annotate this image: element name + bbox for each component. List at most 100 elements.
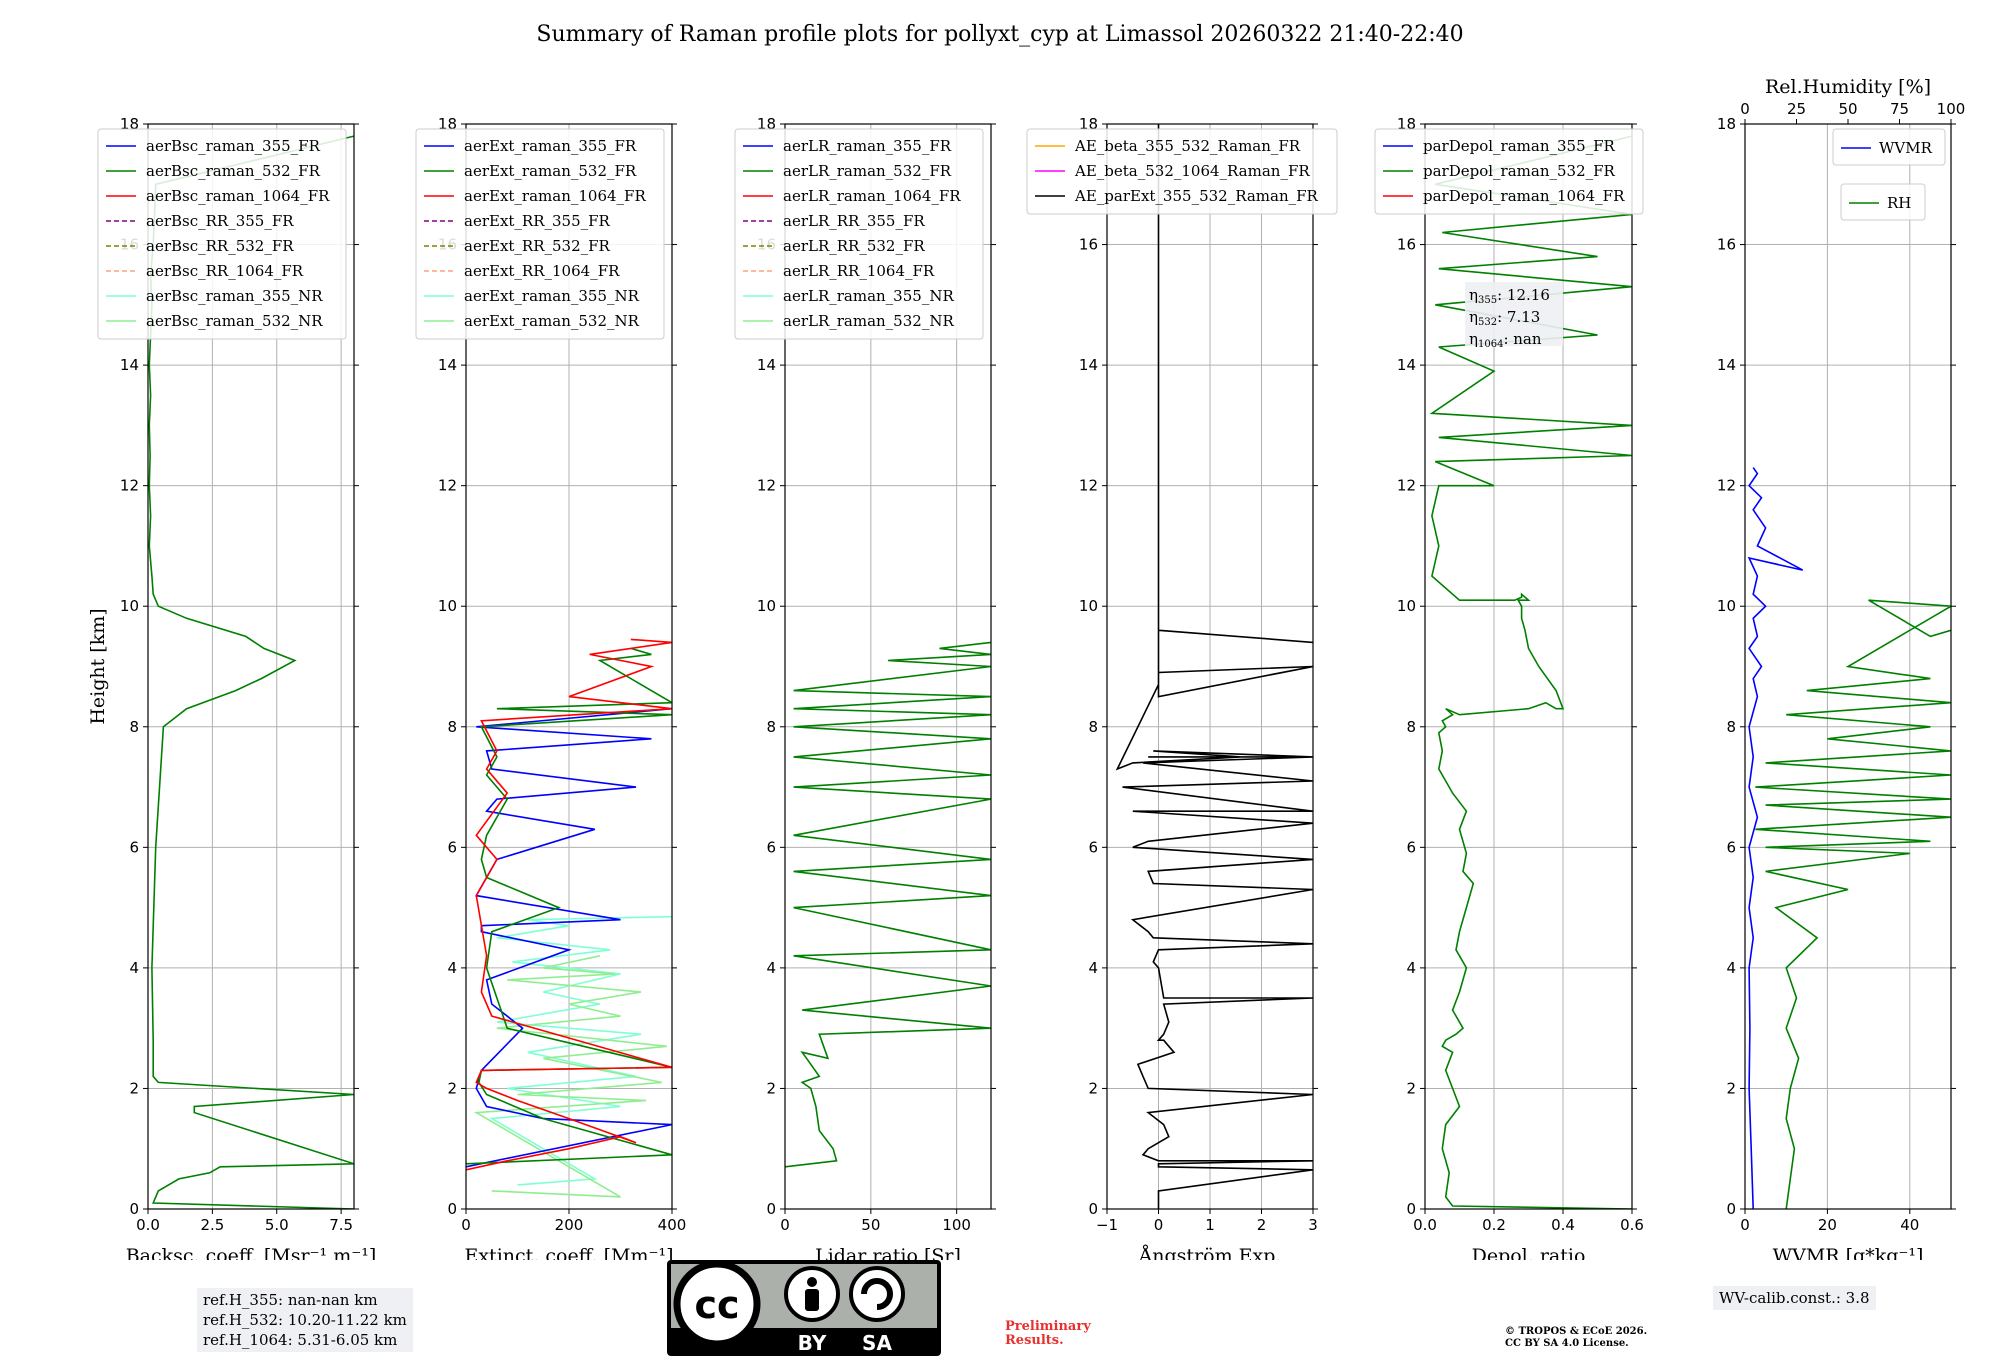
x-axis-label: Depol. ratio <box>1472 1245 1586 1260</box>
y-tick-label: 8 <box>129 718 139 736</box>
legend-box <box>734 128 984 340</box>
y-tick-label: 12 <box>1079 477 1098 495</box>
legend-entry: aerLR_raman_532_FR <box>783 162 952 180</box>
series-line-WVMR <box>1747 467 1804 1209</box>
x-tick-label: 40 <box>1900 1216 1919 1234</box>
copyright-line-1: © TROPOS & ECoE 2026. <box>1505 1326 1648 1337</box>
cc-icon <box>673 1260 761 1348</box>
legend-entry: aerLR_RR_1064_FR <box>783 262 935 280</box>
legend-entry: aerLR_raman_355_NR <box>783 287 954 305</box>
x-tick-label: 400 <box>658 1216 687 1234</box>
y-tick-label: 8 <box>1406 718 1416 736</box>
x-axis-label: Ångström Exp. <box>1138 1245 1282 1260</box>
series-line-aerExt_raman_355_NR <box>489 915 672 1186</box>
x-tick-label: 50 <box>861 1216 880 1234</box>
y-tick-label: 18 <box>1717 115 1736 133</box>
y-tick-label: 8 <box>766 718 776 736</box>
x-tick-label: 2 <box>1257 1216 1267 1234</box>
y-tick-label: 4 <box>1726 959 1736 977</box>
y-tick-label: 10 <box>1717 597 1736 615</box>
eta-355: η355: 12.16 <box>1469 286 1550 306</box>
x-axis-label: Lidar ratio [Sr] <box>815 1245 961 1260</box>
series-line-AE_parExt_355_532_Raman_FR <box>1115 124 1313 1209</box>
x-tick-label: 0 <box>461 1216 471 1234</box>
y-tick-label: 4 <box>447 959 457 977</box>
y-tick-label: 2 <box>129 1079 139 1097</box>
y-tick-label: 10 <box>438 597 457 615</box>
series-group <box>1115 124 1313 1209</box>
x2-tick-label: 50 <box>1838 100 1857 118</box>
y-tick-label: 14 <box>1397 356 1416 374</box>
preliminary-line-1: Preliminary <box>1005 1319 1091 1334</box>
series-group <box>148 135 354 1209</box>
y-tick-label: 6 <box>766 838 776 856</box>
legend-entry: WVMR <box>1879 139 1933 157</box>
x-tick-label: 0.0 <box>136 1216 160 1234</box>
y-tick-label: 12 <box>1397 477 1416 495</box>
panel-lidar-ratio: 024681012141618050100Lidar ratio [Sr]aer… <box>734 115 996 1260</box>
legend-box-wvmr <box>1832 128 1946 166</box>
x-tick-label: 3 <box>1308 1216 1318 1234</box>
y-tick-label: 14 <box>120 356 139 374</box>
y-tick-label: 16 <box>1397 236 1416 254</box>
y-tick-label: 2 <box>1088 1079 1098 1097</box>
y-tick-label: 0 <box>1088 1200 1098 1218</box>
legend-entry: aerBsc_RR_355_FR <box>146 212 294 230</box>
legend-entry: RH <box>1887 194 1911 212</box>
preliminary-line-2: Results. <box>1005 1333 1064 1348</box>
y-tick-label: 10 <box>757 597 776 615</box>
y-tick-label: 12 <box>1717 477 1736 495</box>
series-line-aerExt_raman_532_NR <box>473 955 667 1198</box>
figure-title: Summary of Raman profile plots for polly… <box>536 22 1464 47</box>
y-tick-label: 16 <box>1079 236 1098 254</box>
y-tick-label: 6 <box>1088 838 1098 856</box>
legend-entry: aerLR_RR_355_FR <box>783 212 925 230</box>
y-tick-label: 8 <box>447 718 457 736</box>
y-tick-label: 14 <box>1079 356 1098 374</box>
preliminary-results-note: Preliminary Results. <box>1005 1320 1091 1348</box>
legend-entry: aerLR_raman_355_FR <box>783 137 952 155</box>
x2-tick-label: 25 <box>1787 100 1806 118</box>
x-axis-label: WVMR [g*kg⁻¹] <box>1773 1245 1924 1260</box>
series-line-aerBsc_raman_532_FR <box>148 135 354 1209</box>
legend-entry: parDepol_raman_1064_FR <box>1423 187 1625 205</box>
y-tick-label: 8 <box>1726 718 1736 736</box>
series-line-aerLR_raman_532_FR <box>785 641 991 1168</box>
y-tick-label: 14 <box>438 356 457 374</box>
y-tick-label: 12 <box>120 477 139 495</box>
y-tick-label: 12 <box>438 477 457 495</box>
legend-entry: parDepol_raman_532_FR <box>1423 162 1616 180</box>
series-group <box>466 638 672 1198</box>
x-tick-label: 0.0 <box>1413 1216 1437 1234</box>
cc-by-sa-license-badge: cc BY SA <box>667 1260 941 1356</box>
series-line-aerExt_raman_1064_FR <box>466 638 672 1171</box>
y-tick-label: 6 <box>1726 838 1736 856</box>
by-label: BY <box>798 1331 827 1355</box>
x-tick-label: 7.5 <box>329 1216 353 1234</box>
y-tick-label: 0 <box>1406 1200 1416 1218</box>
sa-label: SA <box>862 1331 892 1355</box>
legend-entry: aerExt_RR_1064_FR <box>464 262 620 280</box>
legend-entry: aerBsc_RR_532_FR <box>146 237 294 255</box>
x-tick-label: 1 <box>1205 1216 1215 1234</box>
x-tick-label: 0.6 <box>1620 1216 1644 1234</box>
legend-entry: aerBsc_raman_1064_FR <box>146 187 330 205</box>
legend-entry: aerExt_RR_532_FR <box>464 237 611 255</box>
axes-frame <box>784 123 992 1210</box>
legend-entry: parDepol_raman_355_FR <box>1423 137 1616 155</box>
eta-annotation-box <box>1465 282 1563 346</box>
ref-height-532: ref.H_532: 10.20-11.22 km <box>203 1311 407 1329</box>
wv-calibration-box: WV-calib.const.: 3.8 <box>1713 1286 1876 1310</box>
series-group <box>1747 467 1951 1209</box>
y-tick-label: 14 <box>757 356 776 374</box>
x2-tick-label: 100 <box>1937 100 1966 118</box>
x-tick-label: 0 <box>780 1216 790 1234</box>
legend-entry: aerLR_raman_1064_FR <box>783 187 961 205</box>
legend-entry: aerBsc_raman_532_NR <box>146 312 323 330</box>
y-tick-label: 14 <box>1717 356 1736 374</box>
x-tick-label: 0 <box>1740 1216 1750 1234</box>
